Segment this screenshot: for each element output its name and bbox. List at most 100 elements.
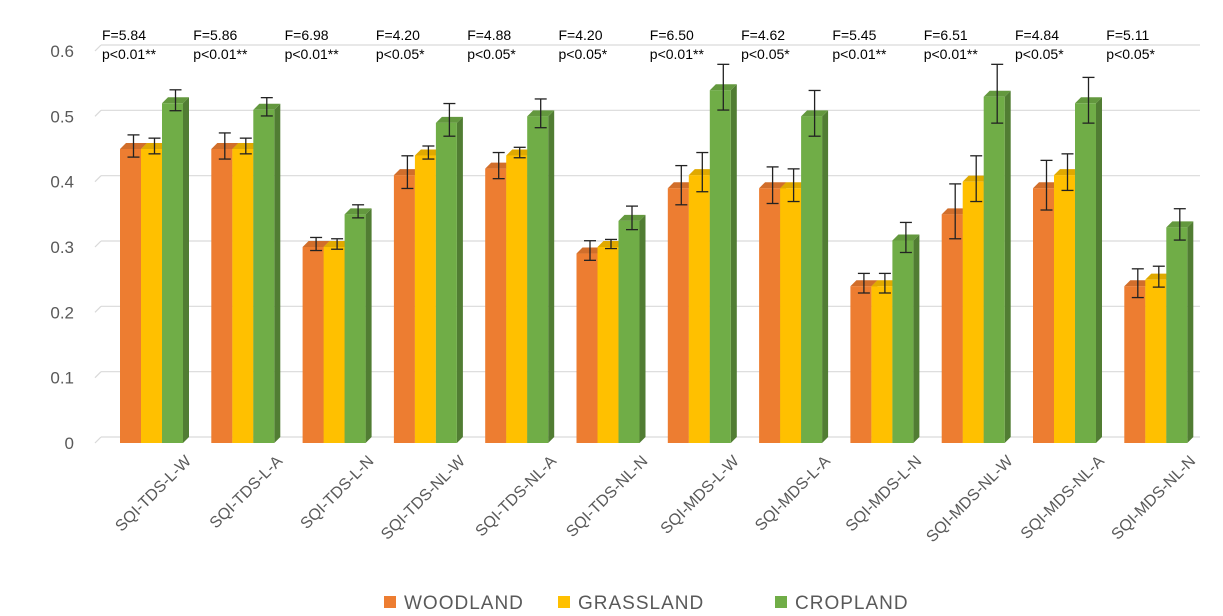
annotation-f-value: F=4.20 xyxy=(376,27,420,43)
x-category-label: SQI-MDS-L-W xyxy=(658,452,744,538)
annotation-f-value: F=4.84 xyxy=(1015,27,1059,43)
annotation-p-value: p<0.05* xyxy=(376,46,425,62)
annotation-f-value: F=6.98 xyxy=(285,27,329,43)
bar-side xyxy=(730,84,737,443)
x-category-label: SQI-TDS-L-N xyxy=(298,453,378,533)
bar-side xyxy=(1004,90,1011,443)
bar xyxy=(597,247,619,443)
bar-side xyxy=(456,116,463,443)
stat-annotations: F=5.84 p<0.01** F=5.86 p<0.01** F=6.98 p<0.01… xyxy=(102,27,1156,62)
annotation-f-value: F=6.51 xyxy=(924,27,968,43)
bar-side xyxy=(1187,221,1194,443)
bar xyxy=(232,149,254,443)
bar xyxy=(344,214,366,443)
bar-4-2 xyxy=(527,110,555,443)
error-bar xyxy=(310,236,323,252)
annotation-p-value: p<0.05* xyxy=(467,46,516,62)
bar xyxy=(253,109,275,444)
annotation-p-value: p<0.05* xyxy=(741,46,790,62)
bar xyxy=(667,188,689,443)
y-axis-tick-labels: 0 0.1 0.2 0.3 0.4 0.5 0.6 xyxy=(50,42,74,453)
error-bar xyxy=(787,168,800,203)
y-tick-label: 0.2 xyxy=(50,303,74,322)
bar xyxy=(435,122,457,443)
y-tick-label: 0.4 xyxy=(50,173,74,192)
error-bar xyxy=(331,238,344,250)
bar xyxy=(709,90,731,443)
annotation-f-value: F=5.11 xyxy=(1106,27,1149,43)
bar-side xyxy=(548,110,555,443)
legend-label: GRASSLAND xyxy=(578,593,704,614)
bar-1-2 xyxy=(253,103,281,444)
annotation-p-value: p<0.01** xyxy=(924,46,979,62)
legend-label: CROPLAND xyxy=(795,593,909,614)
bar xyxy=(211,149,233,443)
bar-3-2 xyxy=(435,116,463,443)
error-bar xyxy=(675,164,688,206)
error-bar xyxy=(492,151,505,180)
bar-0-2 xyxy=(162,97,189,444)
bar xyxy=(120,149,141,443)
bar xyxy=(1033,188,1054,443)
x-category-label: SQI-TDS-NL-W xyxy=(378,452,469,543)
bar xyxy=(850,286,872,443)
error-bar xyxy=(626,205,638,231)
error-bar xyxy=(1061,153,1074,192)
error-bar xyxy=(1131,268,1144,299)
bar-6-2 xyxy=(709,84,737,443)
bar xyxy=(801,116,823,443)
error-bar xyxy=(970,155,983,203)
bar xyxy=(393,175,415,443)
y-tick-label: 0.1 xyxy=(50,369,74,388)
annotation-p-value: p<0.01** xyxy=(832,46,887,62)
y-tick-label: 0.5 xyxy=(50,107,74,126)
legend: WOODLAND GRASSLAND CROPLAND xyxy=(384,593,909,614)
bar xyxy=(780,188,802,443)
bar xyxy=(302,247,324,443)
error-bar xyxy=(422,145,435,160)
bar-side xyxy=(639,214,646,443)
annotation-p-value: p<0.01** xyxy=(193,46,248,62)
gridlines xyxy=(94,44,1200,444)
bar xyxy=(688,175,710,443)
error-bar xyxy=(1152,265,1165,288)
y-tick-label: 0.3 xyxy=(50,238,74,257)
gridline-corner xyxy=(94,44,102,52)
error-bar xyxy=(169,89,182,112)
gridline-corner xyxy=(94,240,102,248)
bars xyxy=(120,84,1194,444)
legend-swatch xyxy=(384,596,396,608)
x-category-label: SQI-TDS-L-A xyxy=(207,453,287,533)
error-bar xyxy=(401,155,414,190)
y-tick-label: 0.6 xyxy=(50,42,74,61)
error-bar xyxy=(534,98,547,129)
bar xyxy=(962,181,984,443)
error-bar xyxy=(857,272,870,294)
error-bar xyxy=(605,238,617,250)
bar xyxy=(1166,227,1188,443)
bar xyxy=(414,155,436,444)
gridline-corner xyxy=(94,436,102,444)
gridline-corner xyxy=(94,175,102,183)
error-bars xyxy=(127,63,1186,299)
error-bar xyxy=(991,63,1004,124)
x-category-label: SQI-TDS-NL-N xyxy=(563,453,651,541)
bar xyxy=(1124,286,1146,443)
bar xyxy=(983,96,1005,443)
bar-5-2 xyxy=(618,214,646,443)
annotation-f-value: F=4.88 xyxy=(467,27,511,43)
x-category-label: SQI-MDS-NL-N xyxy=(1109,453,1200,544)
annotation-f-value: F=5.45 xyxy=(832,27,876,43)
bar-side xyxy=(274,103,281,444)
bar-8-2 xyxy=(892,234,920,443)
bar xyxy=(759,188,781,443)
legend-swatch xyxy=(775,596,787,608)
error-bar xyxy=(260,97,273,117)
bar xyxy=(162,103,183,444)
annotation-f-value: F=4.20 xyxy=(559,27,603,43)
error-bar xyxy=(513,146,526,159)
bar xyxy=(1054,175,1075,443)
gridline-corner xyxy=(94,371,102,379)
